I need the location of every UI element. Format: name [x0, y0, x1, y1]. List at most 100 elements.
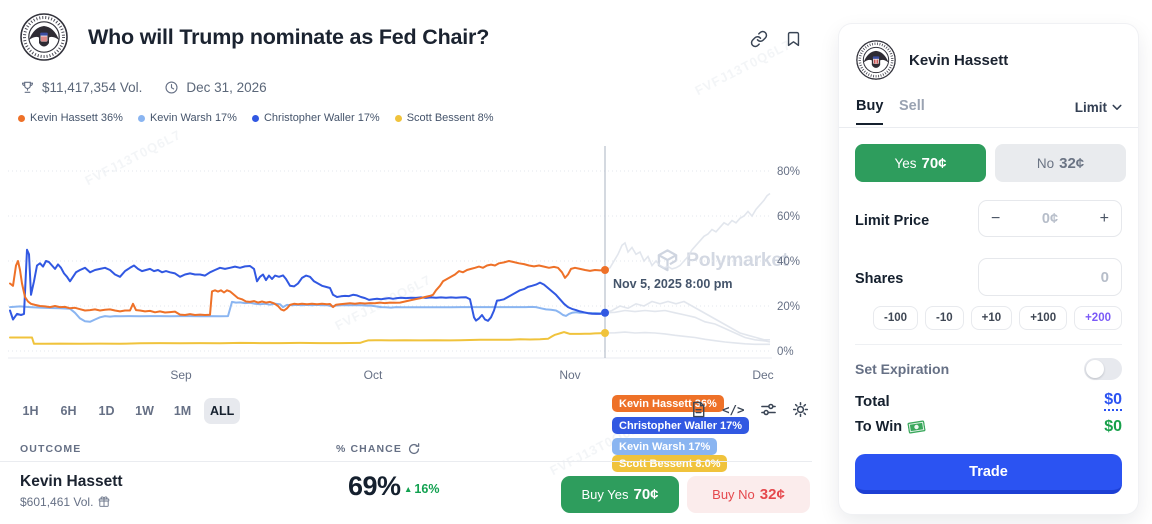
svg-text:Sep: Sep — [170, 368, 192, 382]
column-outcome: OUTCOME — [20, 443, 82, 455]
chance-change-value: 16% — [414, 482, 440, 496]
chance-change: ▲ 16% — [404, 482, 439, 496]
chevron-down-icon — [1112, 104, 1122, 110]
page-title: Who will Trump nominate as Fed Chair? — [88, 25, 490, 49]
total-label: Total — [855, 392, 890, 410]
buy-yes-price: 70¢ — [633, 486, 659, 503]
to-win-row: To Win $0 — [855, 418, 1122, 436]
range-1m[interactable]: 1M — [173, 404, 192, 418]
fed-seal-market-icon — [20, 13, 68, 61]
to-win-label: To Win — [855, 419, 903, 435]
no-price: 32¢ — [1059, 154, 1085, 172]
svg-text:20%: 20% — [777, 301, 800, 313]
chart-legend: Kevin Hassett 36% Kevin Warsh 17% Christ… — [18, 112, 494, 124]
legend-dot — [137, 114, 145, 122]
legend-item-bessent[interactable]: Scott Bessent 8% — [394, 112, 494, 124]
legend-label: Christopher Waller 17% — [263, 112, 380, 124]
gift-icon[interactable] — [98, 496, 110, 508]
no-label: No — [1036, 155, 1055, 171]
legend-dot — [251, 114, 259, 122]
outcome-name[interactable]: Kevin Hassett — [20, 473, 123, 490]
yes-price: 70¢ — [921, 154, 947, 172]
outcome-table-header: OUTCOME % CHANCE — [0, 441, 812, 461]
outcome-volume: $601,461 Vol. — [20, 495, 110, 509]
money-bill-icon — [907, 420, 926, 434]
limit-price-label: Limit Price — [855, 213, 930, 229]
set-expiration-row: Set Expiration — [855, 356, 1122, 382]
minus-100-button[interactable]: -100 — [873, 306, 919, 330]
buy-yes-label: Buy Yes — [581, 487, 629, 502]
yes-label: Yes — [894, 155, 917, 171]
bookmark-icon[interactable] — [785, 30, 802, 48]
order-type-value: Limit — [1074, 100, 1107, 115]
trophy-icon — [21, 81, 34, 93]
copy-link-icon[interactable] — [750, 30, 768, 48]
svg-text:Nov: Nov — [559, 368, 580, 382]
shares-input[interactable] — [978, 258, 1122, 296]
svg-text:40%: 40% — [777, 256, 800, 268]
no-price-button[interactable]: No 32¢ — [995, 144, 1126, 182]
range-1d[interactable]: 1D — [98, 404, 115, 418]
chart-label-warsh: Kevin Warsh 17% — [612, 438, 718, 455]
outcome-volume-text: $601,461 Vol. — [20, 495, 94, 509]
yes-price-button[interactable]: Yes 70¢ — [855, 144, 986, 182]
legend-dot — [18, 114, 25, 122]
buy-no-price: 32¢ — [759, 486, 785, 503]
legend-item-warsh[interactable]: Kevin Warsh 17% — [137, 112, 237, 124]
fed-seal-outcome-icon — [856, 40, 896, 80]
plus-200-button[interactable]: +200 — [1074, 306, 1122, 330]
limit-price-stepper: − 0¢ + — [978, 200, 1122, 237]
gear-icon[interactable] — [792, 401, 809, 418]
trade-panel: Kevin Hassett Buy Sell Limit Yes 70¢ No … — [839, 24, 1138, 514]
shares-label: Shares — [855, 271, 904, 287]
column-chance: % CHANCE — [336, 443, 420, 455]
order-type-dropdown[interactable]: Limit — [1075, 100, 1122, 115]
legend-item-hassett[interactable]: Kevin Hassett 36% — [18, 112, 123, 124]
svg-text:60%: 60% — [777, 211, 800, 223]
buy-no-button[interactable]: Buy No 32¢ — [687, 476, 810, 513]
market-end-date: Dec 31, 2026 — [186, 80, 267, 95]
market-volume: $11,417,354 Vol. — [42, 80, 143, 95]
chart-canvas[interactable]: 0% 20% 40% 60% 80% Sep Oct Nov Dec — [0, 138, 812, 390]
expiration-toggle[interactable] — [1084, 358, 1122, 380]
increment-button[interactable]: + — [1099, 209, 1109, 227]
minus-10-button[interactable]: -10 — [925, 306, 964, 330]
header-actions — [750, 30, 802, 48]
buy-yes-button[interactable]: Buy Yes 70¢ — [561, 476, 679, 513]
decrement-button[interactable]: − — [991, 209, 1001, 227]
range-1w[interactable]: 1W — [135, 404, 154, 418]
market-meta: $11,417,354 Vol. Dec 31, 2026 — [20, 80, 267, 95]
range-1h[interactable]: 1H — [22, 404, 39, 418]
chart-settings-sliders-icon[interactable] — [760, 401, 777, 418]
plus-100-button[interactable]: +100 — [1019, 306, 1068, 330]
embed-code-icon[interactable]: </> — [722, 402, 745, 417]
plus-10-button[interactable]: +10 — [970, 306, 1013, 330]
chart-hover-date: Nov 5, 2025 8:00 pm — [613, 277, 733, 291]
up-arrow-icon: ▲ — [404, 484, 413, 494]
chart-label-hassett: Kevin Hassett 36% — [612, 395, 724, 412]
buy-sell-tabs: Buy Sell Limit — [839, 94, 1138, 128]
toggle-knob — [1086, 360, 1104, 378]
trade-button[interactable]: Trade — [855, 454, 1122, 494]
tab-sell[interactable]: Sell — [899, 98, 925, 114]
rules-doc-icon[interactable] — [690, 401, 707, 418]
limit-price-value[interactable]: 0¢ — [1041, 210, 1059, 227]
tab-buy[interactable]: Buy — [856, 98, 884, 125]
range-all[interactable]: ALL — [204, 398, 241, 424]
refresh-icon[interactable] — [408, 443, 420, 455]
to-win-value: $0 — [1104, 418, 1122, 435]
price-chart[interactable]: Polymarket 0% 20% 40% 60% 80% Sep Oct Nov Dec No… — [0, 138, 812, 472]
range-6h[interactable]: 6H — [60, 404, 77, 418]
column-chance-label: % CHANCE — [336, 443, 402, 455]
svg-text:80%: 80% — [777, 166, 800, 178]
svg-text:0%: 0% — [777, 346, 794, 358]
set-expiration-label: Set Expiration — [855, 361, 950, 377]
chart-tools: </> — [690, 401, 809, 418]
legend-item-waller[interactable]: Christopher Waller 17% — [251, 112, 380, 124]
legend-label: Scott Bessent 8% — [406, 112, 494, 124]
total-value[interactable]: $0 — [1104, 391, 1122, 412]
total-row: Total $0 — [855, 391, 1122, 412]
legend-dot — [394, 114, 402, 122]
divider — [855, 344, 1122, 345]
